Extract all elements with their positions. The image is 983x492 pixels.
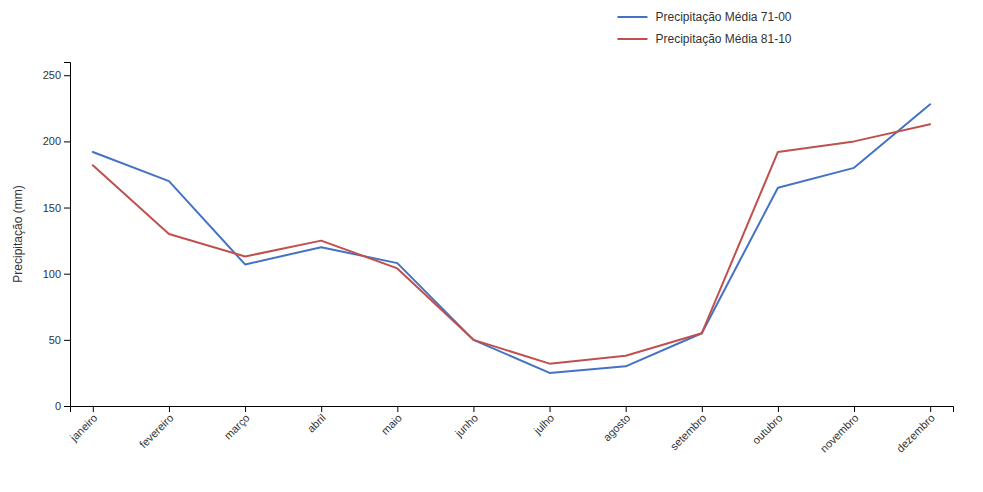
x-tick: setembro xyxy=(668,406,709,452)
y-tick-mark xyxy=(64,75,70,76)
x-tick-mark xyxy=(93,406,94,412)
plot: janeiro fevereiro março abril maio junho julho… xyxy=(11,63,954,455)
x-tick-label: abril xyxy=(305,412,328,435)
y-tick: 100 xyxy=(43,268,70,280)
x-tick-mark xyxy=(930,406,931,412)
x-tick: abril xyxy=(305,406,328,435)
x-tick-mark xyxy=(397,406,398,412)
x-axis-line xyxy=(71,407,954,413)
x-tick-label: janeiro xyxy=(67,412,100,445)
y-tick-mark xyxy=(64,340,70,341)
x-tick-label: novembro xyxy=(818,412,861,455)
x-tick: março xyxy=(222,406,252,442)
x-tick-mark xyxy=(245,406,246,412)
y-tick: 150 xyxy=(43,202,70,214)
y-axis: 0 50 100 150 200 250 xyxy=(43,63,71,413)
y-tick-label: 150 xyxy=(43,202,61,214)
x-tick: fevereiro xyxy=(137,406,176,450)
x-axis: janeiro fevereiro março abril maio junho julho… xyxy=(67,406,953,455)
y-tick-mark xyxy=(64,141,70,142)
y-axis-title: Precipitação (mm) xyxy=(11,185,25,282)
x-tick-label: maio xyxy=(379,412,404,437)
x-tick-mark xyxy=(702,406,703,412)
y-tick-label: 0 xyxy=(55,400,61,412)
legend-item: Precipitação Média 81-10 xyxy=(617,32,791,46)
y-tick: 0 xyxy=(55,400,70,412)
y-tick-label: 100 xyxy=(43,268,61,280)
x-tick-label: outubro xyxy=(750,412,785,447)
legend-label: Precipitação Média 81-10 xyxy=(655,32,791,46)
x-tick: novembro xyxy=(818,406,861,455)
y-tick-label: 250 xyxy=(43,69,61,81)
series-line xyxy=(93,124,930,363)
x-tick-mark xyxy=(321,406,322,412)
legend-swatch xyxy=(617,38,647,40)
y-tick: 200 xyxy=(43,135,70,147)
x-tick-label: dezembro xyxy=(894,412,937,455)
y-tick-label: 200 xyxy=(43,135,61,147)
x-tick: janeiro xyxy=(67,406,100,444)
x-tick-label: fevereiro xyxy=(137,412,176,451)
x-tick-label: julho xyxy=(531,412,557,438)
x-tick-mark xyxy=(626,406,627,412)
series-line xyxy=(93,104,930,373)
x-tick-mark xyxy=(169,406,170,412)
x-tick: dezembro xyxy=(894,406,937,455)
x-tick-mark xyxy=(778,406,779,412)
legend-swatch xyxy=(617,16,647,18)
x-tick-label: junho xyxy=(452,412,480,440)
y-tick: 50 xyxy=(49,334,70,346)
lines xyxy=(93,104,930,373)
x-tick-label: setembro xyxy=(668,412,709,453)
legend: Precipitação Média 71-00 Precipitação Méd… xyxy=(617,10,791,46)
x-tick: outubro xyxy=(750,406,785,446)
chart: janeiro fevereiro março abril maio junho julho… xyxy=(0,0,983,492)
x-tick-label: março xyxy=(222,412,252,442)
y-tick-mark xyxy=(64,274,70,275)
x-tick-mark xyxy=(473,406,474,412)
y-tick-label: 50 xyxy=(49,334,61,346)
x-tick: junho xyxy=(452,406,480,440)
legend-item: Precipitação Média 71-00 xyxy=(617,10,791,24)
x-tick: maio xyxy=(379,406,404,437)
x-tick: agosto xyxy=(601,406,633,443)
y-tick: 250 xyxy=(43,69,70,81)
legend-label: Precipitação Média 71-00 xyxy=(655,10,791,24)
y-tick-mark xyxy=(64,406,70,407)
x-tick-mark xyxy=(854,406,855,412)
x-tick-label: agosto xyxy=(601,412,633,444)
x-tick: julho xyxy=(531,406,557,437)
y-axis-line xyxy=(64,63,71,407)
x-tick-mark xyxy=(550,406,551,412)
y-tick-mark xyxy=(64,208,70,209)
